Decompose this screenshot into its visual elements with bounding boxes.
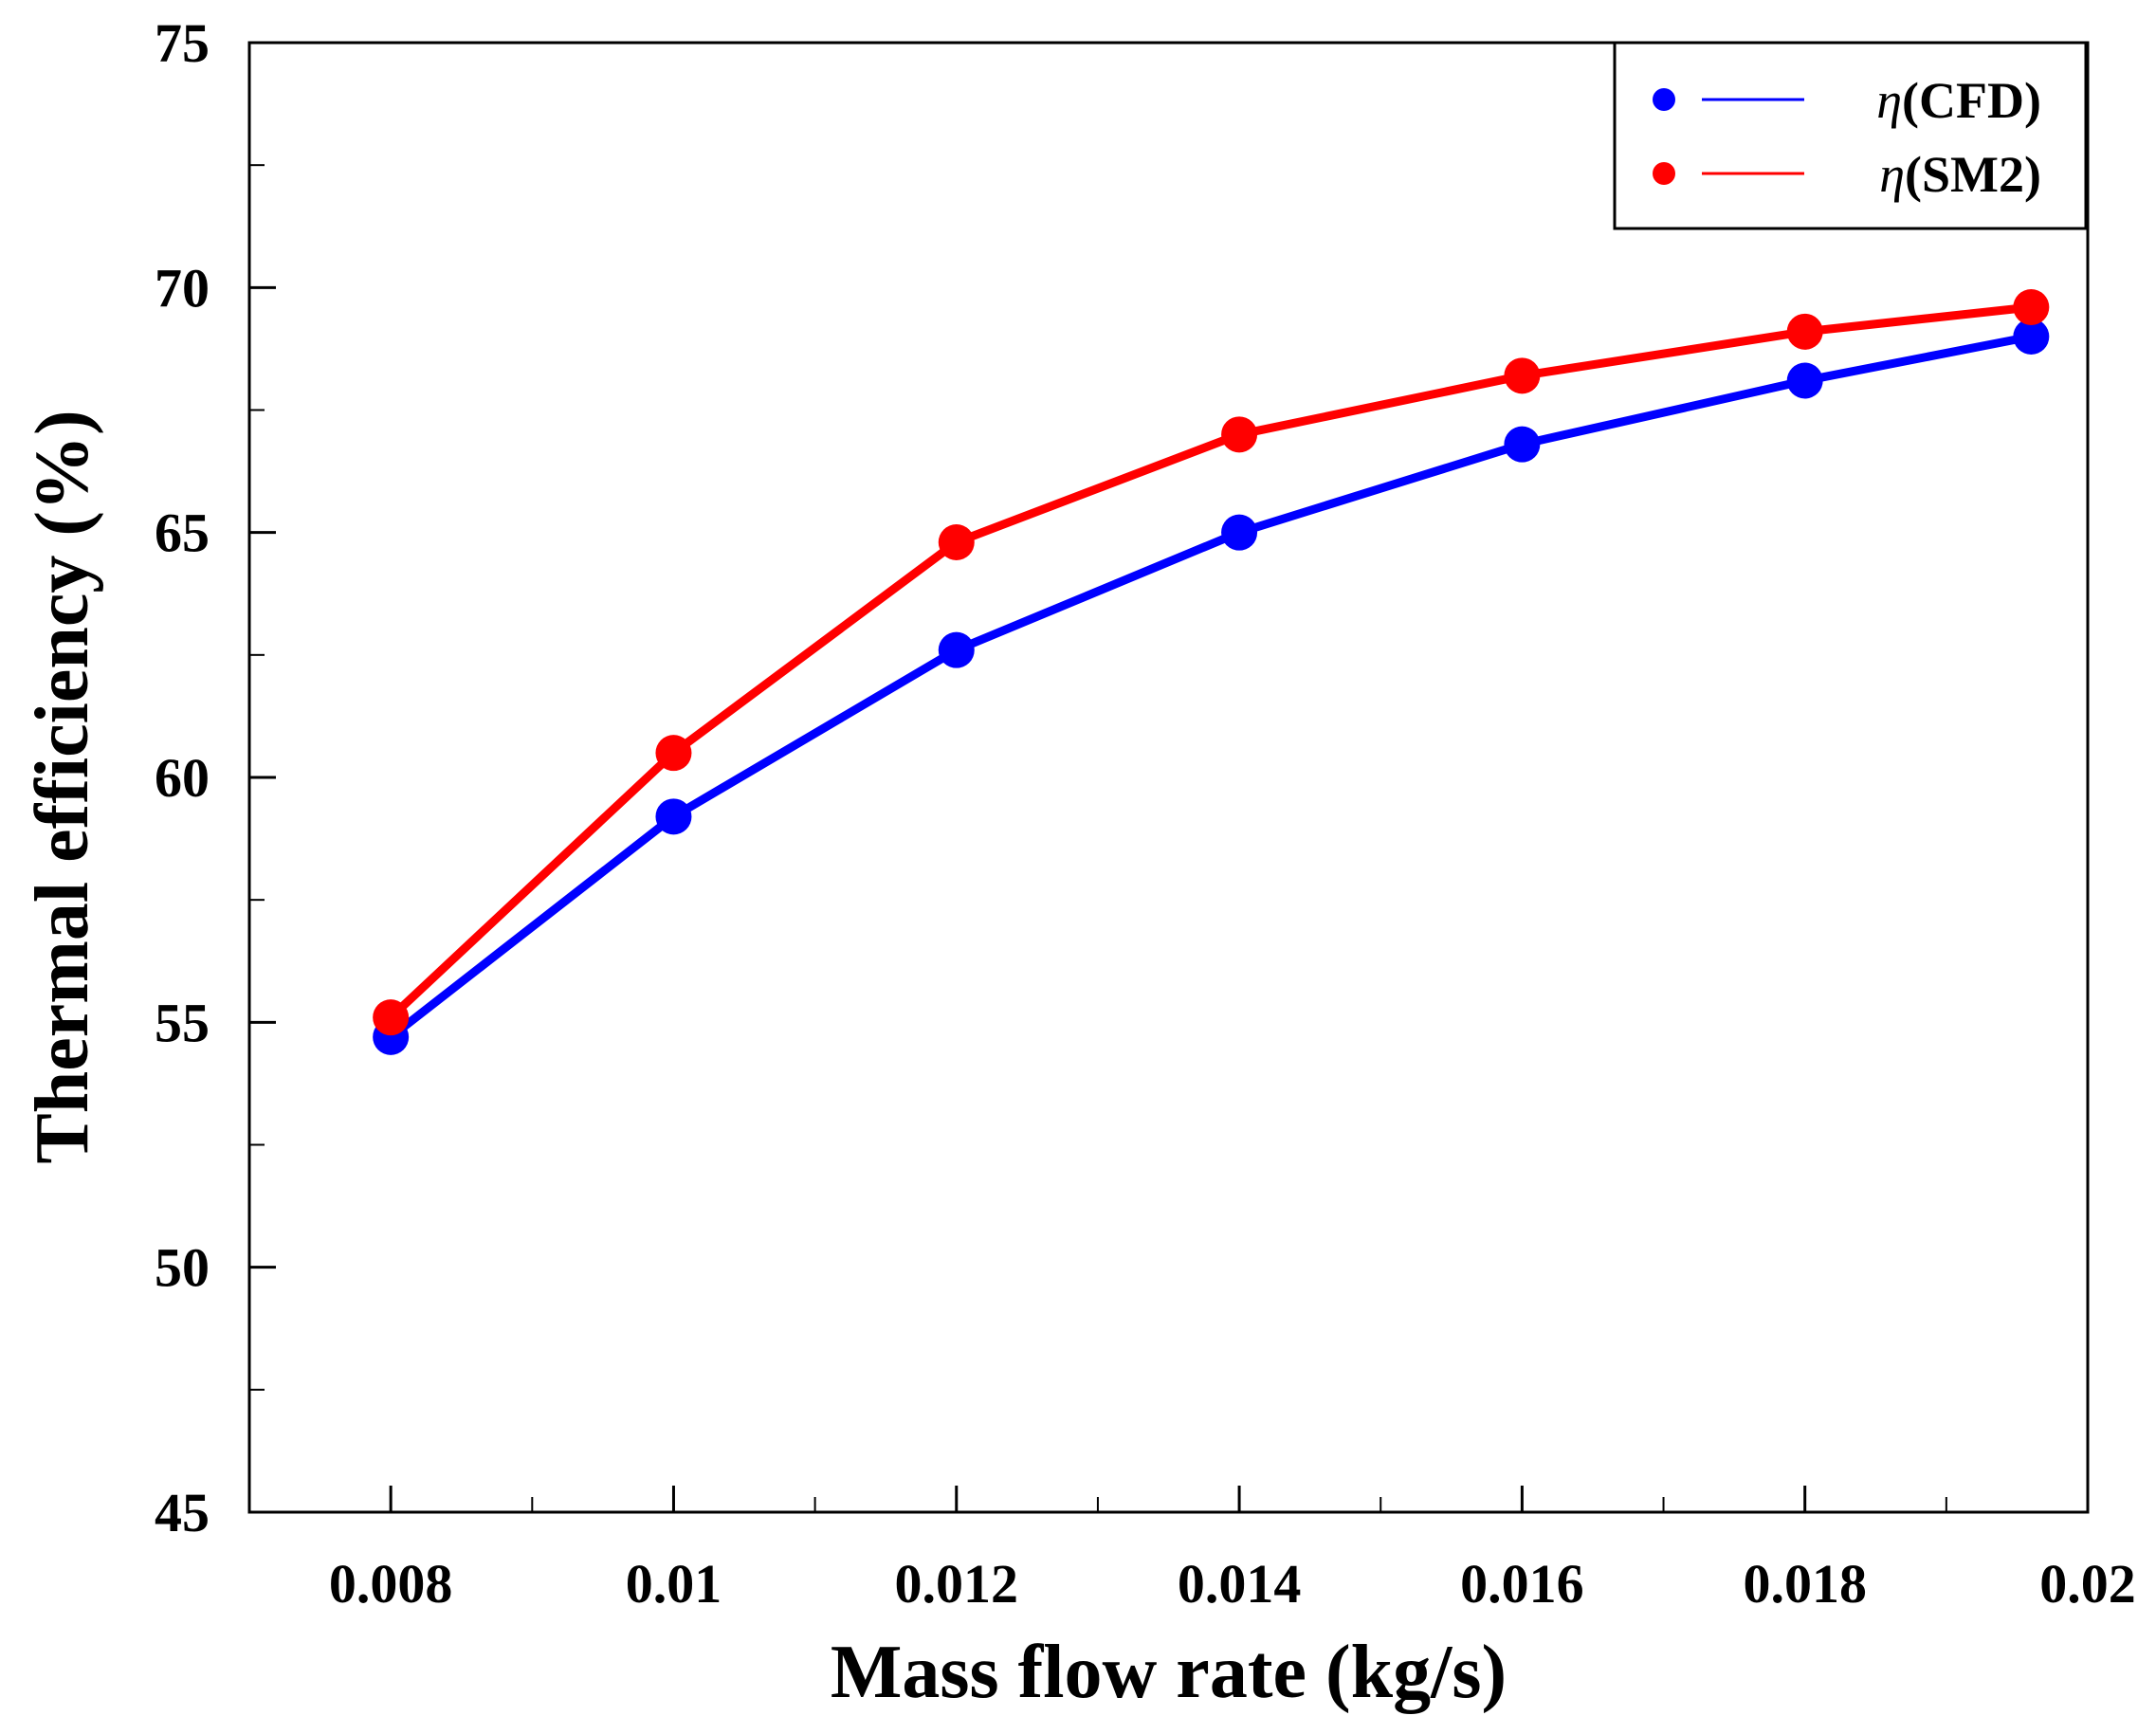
legend-eta-symbol: η — [1876, 72, 1902, 129]
x-axis-title: Mass flow rate (kg/s) — [831, 1631, 1507, 1714]
data-point — [1786, 313, 1823, 350]
x-tick-label: 0.01 — [626, 1553, 722, 1615]
legend-label: η(SM2) — [1879, 146, 2041, 203]
x-tick-label: 0.008 — [329, 1553, 453, 1615]
data-point — [938, 524, 975, 560]
x-tick-label: 0.018 — [1743, 1553, 1867, 1615]
data-point — [655, 798, 692, 835]
data-point — [1786, 362, 1823, 399]
x-tick-label: 0.014 — [1178, 1553, 1302, 1615]
series-layer — [373, 289, 2050, 1055]
y-tick-label: 60 — [155, 747, 210, 809]
legend: η(CFD)η(SM2) — [1613, 41, 2088, 230]
data-point — [2013, 319, 2050, 355]
x-tick-label: 0.012 — [895, 1553, 1019, 1615]
y-tick-label: 75 — [155, 12, 210, 74]
y-tick-label: 65 — [155, 502, 210, 564]
axes: 0.008 0.01 0.012 0.014 0.016 0.018 0.02 45 50 55 6… — [155, 12, 2136, 1615]
legend-marker — [1653, 88, 1675, 111]
data-point — [373, 999, 410, 1036]
legend-marker — [1653, 162, 1675, 185]
legend-label: η(CFD) — [1876, 72, 2041, 129]
y-axis-title: Thermal efficiency (%) — [21, 410, 104, 1163]
axis-titles: Mass flow rate (kg/s) Thermal efficiency… — [21, 410, 1507, 1714]
legend-series-text: (CFD) — [1902, 72, 2041, 129]
data-point — [1504, 357, 1541, 394]
y-tick-label: 45 — [155, 1482, 210, 1543]
y-tick-label: 70 — [155, 257, 210, 319]
x-tick-label: 0.02 — [2039, 1553, 2136, 1615]
legend-box — [1613, 41, 2088, 230]
y-tick-label: 55 — [155, 992, 210, 1053]
data-point — [1221, 416, 1258, 453]
data-point — [938, 631, 975, 668]
y-tick-label: 50 — [155, 1237, 210, 1299]
data-point — [2013, 289, 2050, 325]
data-point — [655, 735, 692, 772]
x-tick-label: 0.016 — [1460, 1553, 1584, 1615]
data-point — [1221, 514, 1258, 551]
data-point — [1504, 426, 1541, 463]
legend-eta-symbol: η — [1879, 146, 1905, 203]
legend-series-text: (SM2) — [1905, 146, 2041, 203]
